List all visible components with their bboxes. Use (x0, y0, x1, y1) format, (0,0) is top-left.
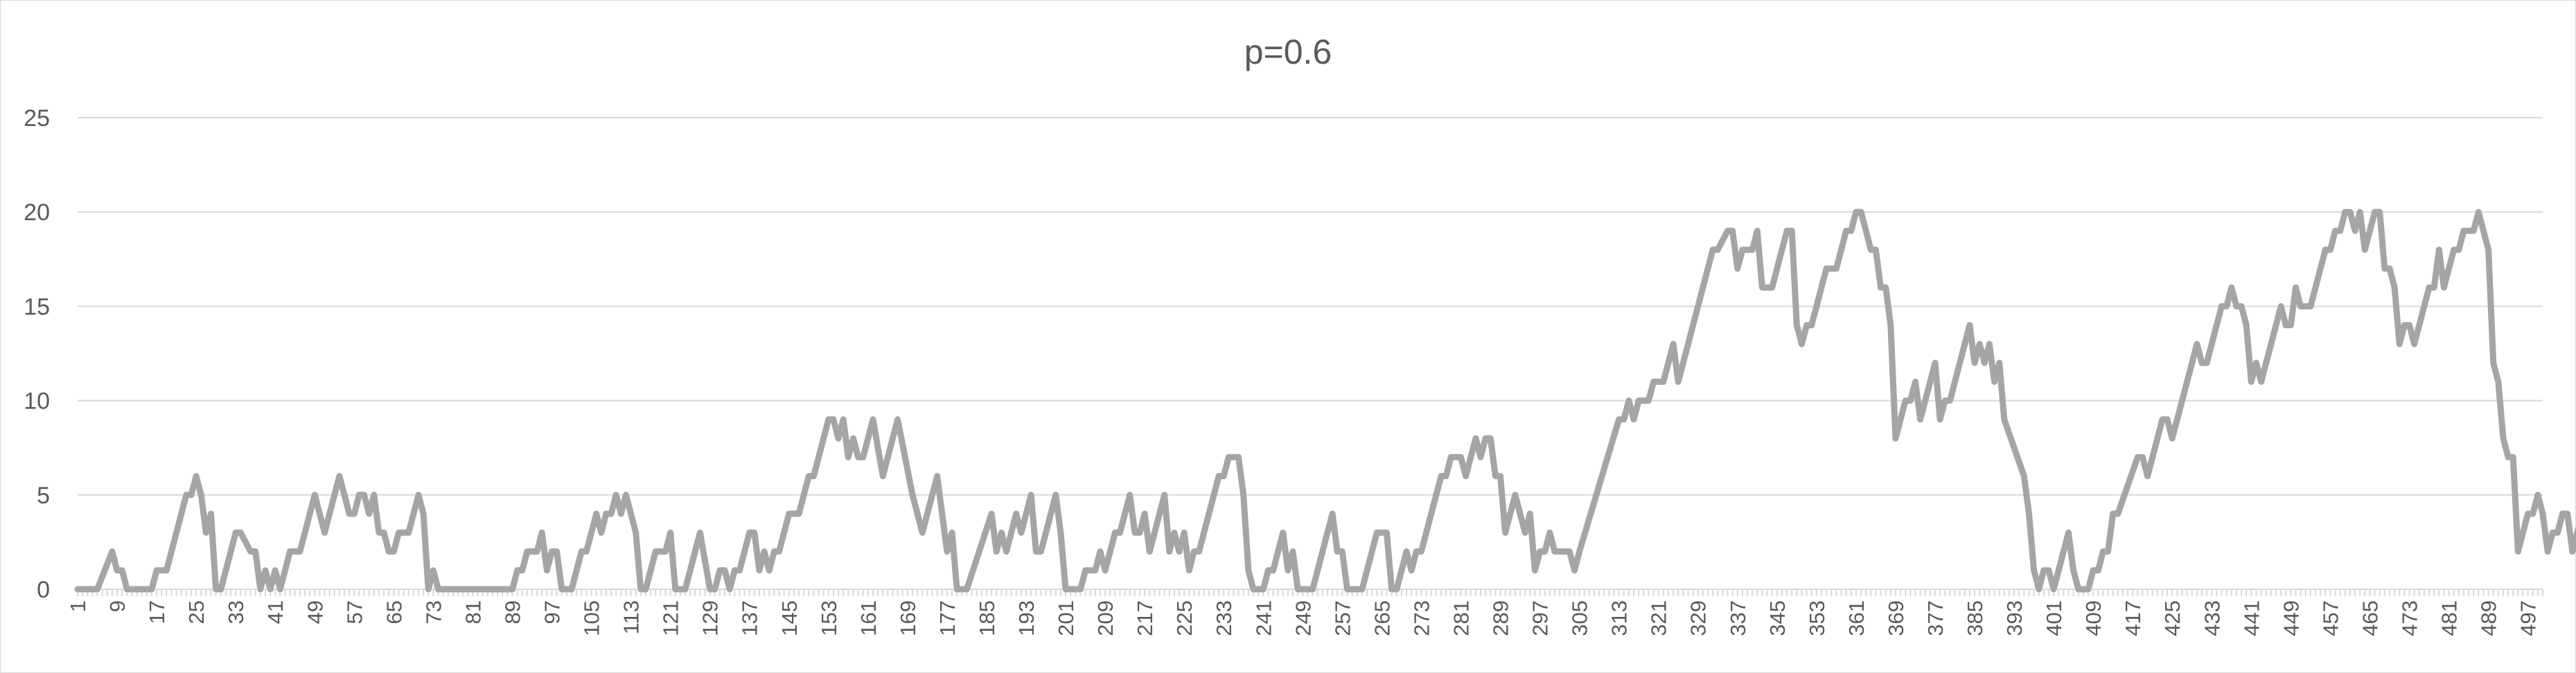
x-tick-label: 137 (738, 600, 762, 636)
x-tick-label: 369 (1884, 600, 1908, 636)
x-tick-label: 265 (1370, 600, 1394, 636)
x-tick-label: 65 (382, 600, 406, 624)
x-tick-label: 305 (1568, 600, 1592, 636)
x-tick-label: 273 (1409, 600, 1433, 636)
x-tick-label: 121 (659, 600, 683, 636)
x-tick-label: 281 (1449, 600, 1473, 636)
x-tick-label: 345 (1765, 600, 1790, 636)
x-tick-label: 497 (2516, 600, 2541, 636)
x-tick-label: 449 (2279, 600, 2303, 636)
x-tick-label: 153 (817, 600, 841, 636)
x-tick-label: 41 (263, 600, 288, 624)
x-tick-label: 353 (1805, 600, 1829, 636)
x-tick-label: 57 (342, 600, 367, 624)
x-tick-label: 169 (896, 600, 920, 636)
x-tick-label: 337 (1726, 600, 1750, 636)
x-tick-label: 177 (935, 600, 960, 636)
x-tick-label: 209 (1093, 600, 1118, 636)
series-line-1 (74, 208, 2576, 593)
chart-title: p=0.6 (1244, 33, 1332, 71)
series-layer (74, 208, 2576, 593)
gridlines (78, 117, 2543, 496)
x-tick-label: 385 (1963, 600, 1987, 636)
x-tick-label: 257 (1330, 600, 1355, 636)
x-tick-label: 217 (1133, 600, 1157, 636)
x-tick-label: 289 (1489, 600, 1513, 636)
x-tick-label: 9 (105, 600, 130, 612)
x-tick-label: 201 (1054, 600, 1078, 636)
x-tick-label: 329 (1686, 600, 1711, 636)
x-tick-label: 25 (184, 600, 209, 624)
x-tick-label: 161 (856, 600, 881, 636)
x-axis: 1 9 17 25 33 41 49 57 65 73 81 89 97 105 113 121 129 137 1… (66, 589, 2543, 636)
y-tick-label: 0 (37, 577, 50, 603)
x-tick-label: 361 (1844, 600, 1869, 636)
x-tick-label: 425 (2160, 600, 2185, 636)
x-tick-label: 49 (303, 600, 327, 624)
x-tick-label: 185 (975, 600, 999, 636)
x-tick-label: 377 (1923, 600, 1948, 636)
x-tick-label: 249 (1291, 600, 1315, 636)
x-tick-label: 193 (1014, 600, 1039, 636)
x-tick-label: 17 (145, 600, 169, 624)
x-tick-label: 225 (1172, 600, 1197, 636)
x-tick-label: 465 (2358, 600, 2382, 636)
y-tick-label: 25 (24, 105, 50, 132)
x-tick-label: 33 (224, 600, 248, 624)
x-tick-label: 129 (698, 600, 723, 636)
y-tick-label: 5 (37, 483, 50, 509)
x-tick-label: 241 (1251, 600, 1276, 636)
x-tick-label: 409 (2081, 600, 2106, 636)
x-tick-label: 145 (777, 600, 802, 636)
x-tick-label: 73 (421, 600, 445, 624)
x-tick-label: 473 (2397, 600, 2421, 636)
x-tick-label: 321 (1647, 600, 1671, 636)
x-tick-label: 441 (2239, 600, 2264, 636)
x-tick-label: 1 (66, 600, 90, 612)
x-tick-label: 81 (461, 600, 485, 624)
x-tick-label: 401 (2042, 600, 2066, 636)
x-tick-label: 313 (1607, 600, 1632, 636)
y-tick-label: 10 (24, 388, 50, 415)
x-tick-label: 393 (2002, 600, 2027, 636)
y-axis-ticks: 0 5 10 15 20 25 (24, 105, 50, 603)
x-tick-label: 89 (500, 600, 524, 624)
x-tick-label: 113 (619, 600, 644, 634)
x-tick-label: 233 (1212, 600, 1236, 636)
x-tick-label: 417 (2121, 600, 2145, 636)
x-tick-label: 105 (580, 600, 604, 636)
x-tick-label: 433 (2200, 600, 2224, 636)
x-tick-label: 457 (2318, 600, 2343, 636)
y-tick-label: 20 (24, 199, 50, 226)
x-tick-label: 481 (2437, 600, 2462, 636)
y-tick-label: 15 (24, 294, 50, 320)
x-tick-label: 489 (2477, 600, 2501, 636)
x-tick-label: 297 (1528, 600, 1553, 636)
x-tick-label: 97 (540, 600, 565, 624)
